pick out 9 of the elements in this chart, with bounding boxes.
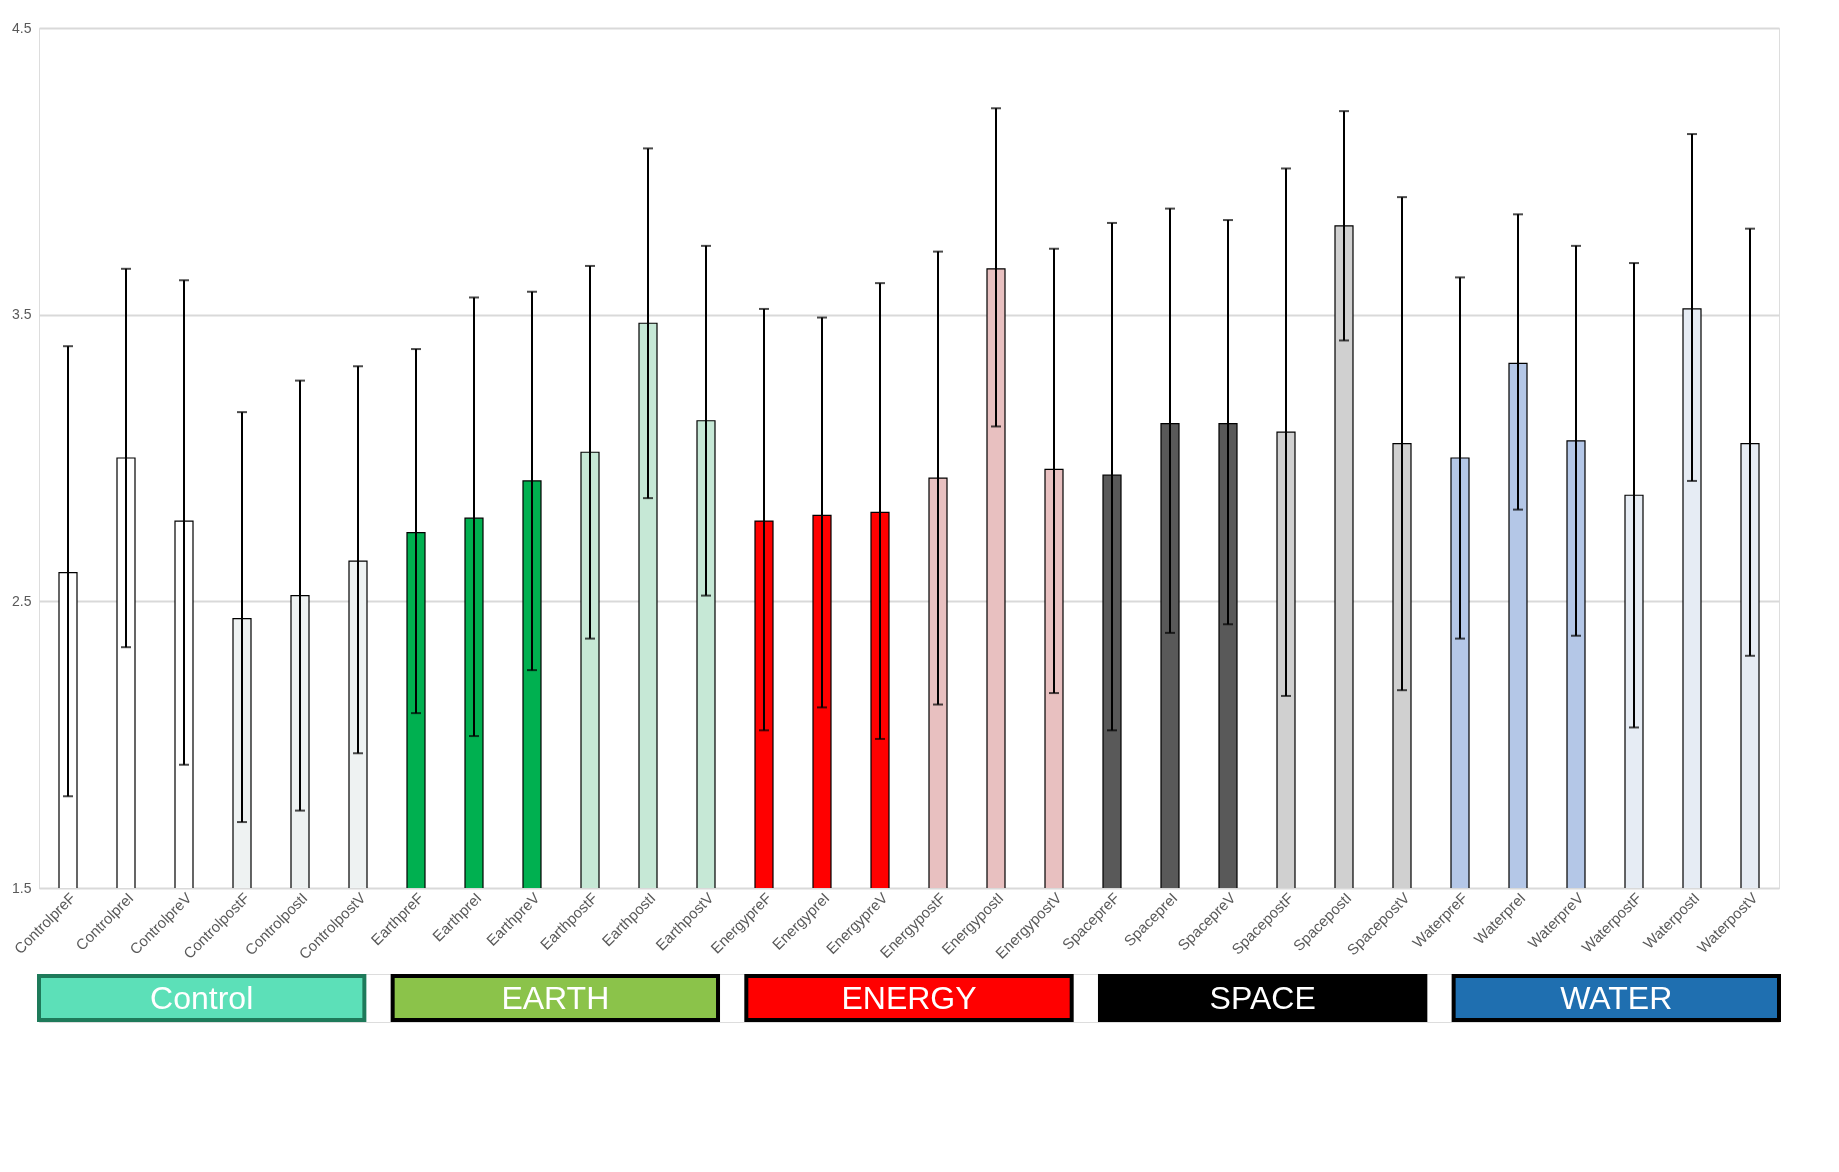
y-tick-label: 1.5 (12, 879, 32, 896)
y-tick-label: 4.5 (12, 19, 32, 36)
y-tick-label: 2.5 (12, 592, 32, 609)
text: SPACE (1209, 980, 1316, 1016)
text: EARTH (501, 980, 610, 1016)
text: WATER (1560, 980, 1673, 1016)
text: ENERGY (841, 980, 977, 1016)
text: Control (150, 980, 254, 1016)
y-tick-label: 3.5 (12, 306, 32, 323)
